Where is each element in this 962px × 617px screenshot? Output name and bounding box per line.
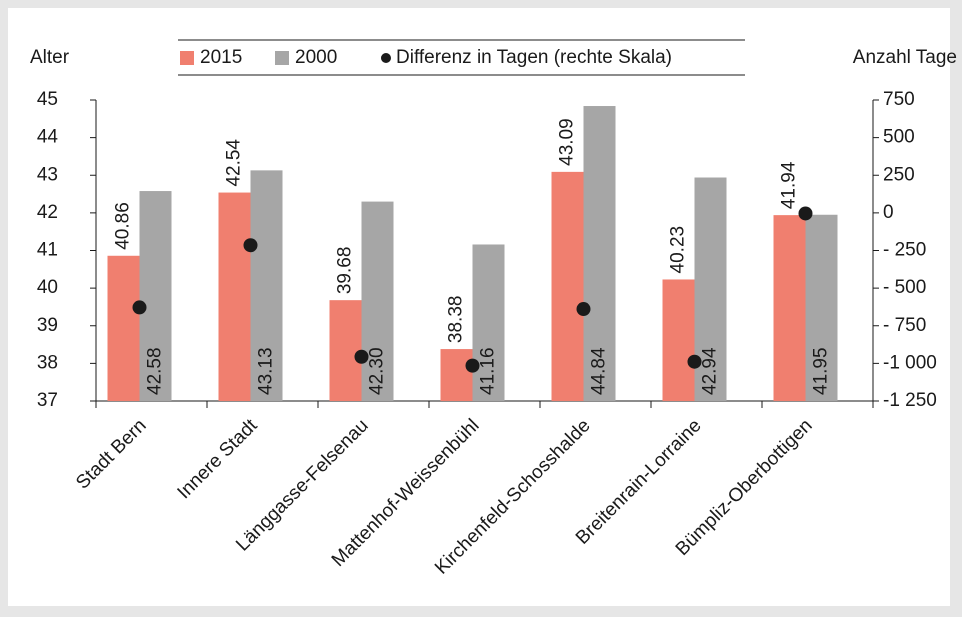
y-tick-label: 43: [37, 164, 58, 185]
marker: [465, 358, 480, 373]
y2-tick-label: - 500: [883, 277, 926, 298]
marker: [132, 300, 147, 315]
marker: [243, 238, 258, 253]
value-label: 40.86: [113, 202, 134, 250]
marker: [354, 349, 369, 364]
legend-swatch: [275, 51, 289, 65]
y-axis-label: Alter: [30, 47, 70, 68]
bar: [139, 191, 172, 401]
y-tick-label: 37: [37, 390, 58, 411]
value-label: 40.23: [668, 226, 689, 274]
legend-swatch: [180, 51, 194, 65]
value-label: 42.30: [367, 347, 388, 395]
y2-tick-label: - 750: [883, 315, 926, 336]
legend-label: Differenz in Tagen (rechte Skala): [396, 47, 672, 68]
bar: [472, 244, 505, 401]
marker: [798, 206, 813, 221]
y-tick-label: 38: [37, 352, 58, 373]
y2-axis-label: Anzahl Tage: [853, 47, 957, 68]
bar: [583, 106, 616, 402]
legend-label: 2015: [200, 47, 242, 68]
y2-tick-label: 500: [883, 127, 915, 148]
value-label: 43.09: [557, 118, 578, 166]
bar: [107, 255, 140, 401]
value-label: 43.13: [256, 347, 277, 395]
bar: [805, 214, 838, 401]
bar: [250, 170, 283, 401]
y2-tick-label: 0: [883, 202, 894, 223]
value-label: 42.94: [700, 347, 721, 395]
bar: [773, 215, 806, 401]
marker: [687, 354, 702, 369]
value-label: 41.16: [478, 347, 499, 395]
value-label: 39.68: [335, 247, 356, 295]
bar: [361, 201, 394, 401]
bar: [662, 279, 695, 401]
y-tick-label: 40: [37, 277, 58, 298]
value-label: 41.94: [779, 161, 800, 209]
y2-tick-label: - 250: [883, 240, 926, 261]
bar: [440, 349, 473, 401]
y-tick-label: 45: [37, 89, 58, 110]
y2-tick-label: -1 250: [883, 390, 937, 411]
bar: [551, 171, 584, 401]
bar: [329, 300, 362, 401]
y2-tick-label: 750: [883, 89, 915, 110]
y2-tick-label: -1 000: [883, 352, 937, 373]
value-label: 44.84: [589, 347, 610, 395]
legend-swatch: [381, 53, 391, 63]
bar: [218, 192, 251, 401]
legend-label: 2000: [295, 47, 337, 68]
y2-tick-label: 250: [883, 164, 915, 185]
value-label: 42.58: [145, 347, 166, 395]
value-label: 42.54: [224, 139, 245, 187]
value-label: 38.38: [446, 296, 467, 344]
marker: [576, 302, 591, 317]
value-label: 41.95: [811, 347, 832, 395]
y-tick-label: 44: [37, 127, 59, 148]
y-tick-label: 42: [37, 202, 58, 223]
y-tick-label: 39: [37, 315, 58, 336]
y-tick-label: 41: [37, 240, 58, 261]
